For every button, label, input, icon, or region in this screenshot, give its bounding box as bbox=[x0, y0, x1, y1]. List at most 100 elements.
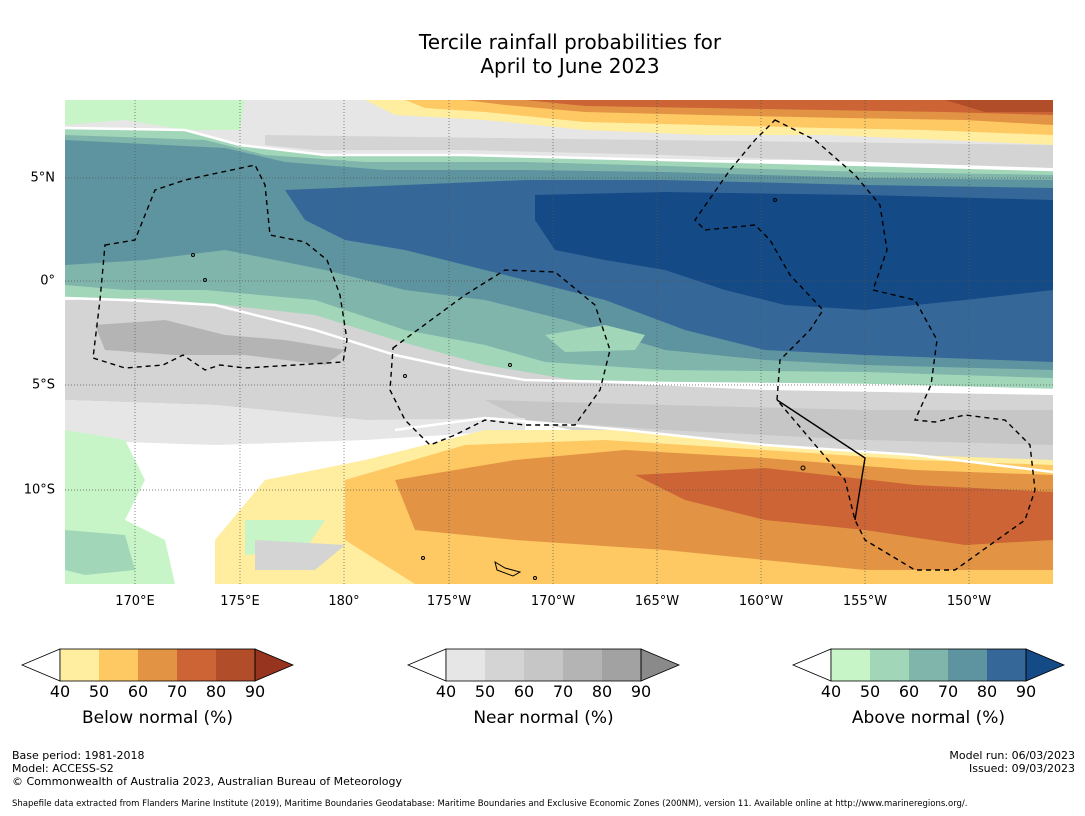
x-tick: 150°W bbox=[946, 594, 992, 609]
colorbar-tick: 40 bbox=[820, 682, 842, 701]
colorbar-tick: 40 bbox=[435, 682, 457, 701]
colorbar-near-normal: 40 50 60 70 80 90 Near normal (%) bbox=[406, 648, 681, 728]
chart-title: Tercile rainfall probabilities for April… bbox=[0, 30, 1085, 78]
colorbar-swatch bbox=[524, 649, 563, 681]
colorbar-swatch bbox=[987, 649, 1026, 681]
y-tick: 0° bbox=[40, 273, 55, 289]
colorbar-swatch bbox=[406, 648, 447, 682]
colorbar-swatch bbox=[1025, 648, 1066, 682]
colorbar-tick: 90 bbox=[1015, 682, 1037, 701]
island bbox=[203, 278, 207, 282]
colorbar-swatches bbox=[406, 648, 681, 682]
x-tick: 170°E bbox=[115, 594, 155, 609]
footer-right: Model run: 06/03/2023 Issued: 09/03/2023 bbox=[949, 749, 1075, 775]
colorbar-label: Near normal (%) bbox=[473, 708, 614, 728]
eez-phoenix bbox=[389, 269, 611, 446]
island bbox=[508, 363, 512, 367]
south-darker-grey-patch bbox=[95, 320, 345, 365]
colorbar-swatch bbox=[485, 649, 524, 681]
north-darkred-patch bbox=[945, 100, 1053, 112]
colorbar-tick: 90 bbox=[630, 682, 652, 701]
y-tick: 10°S bbox=[23, 482, 55, 498]
model-name: Model: ACCESS-S2 bbox=[12, 762, 114, 775]
model-run-date: Model run: 06/03/2023 bbox=[949, 749, 1075, 762]
colorbar-swatch bbox=[177, 649, 216, 681]
footer-left: Base period: 1981-2018 Model: ACCESS-S2 … bbox=[12, 749, 402, 788]
colorbar-swatch bbox=[870, 649, 909, 681]
colorbar-swatch bbox=[60, 649, 99, 681]
island bbox=[494, 560, 522, 577]
island bbox=[191, 253, 195, 257]
north-grey-strip bbox=[265, 135, 1053, 168]
y-tick: 5°S bbox=[31, 377, 55, 393]
south-light-grey bbox=[65, 400, 525, 445]
colorbar-swatch bbox=[138, 649, 177, 681]
boundary-line-south bbox=[65, 296, 1053, 392]
colorbar-swatch bbox=[640, 648, 681, 682]
x-tick: 155°W bbox=[842, 594, 888, 609]
island bbox=[773, 198, 777, 202]
x-tick: 175°W bbox=[426, 594, 472, 609]
islands bbox=[191, 198, 806, 580]
boundary-line-south-2 bbox=[394, 416, 1053, 474]
issued-date: Issued: 09/03/2023 bbox=[968, 762, 1075, 775]
colorbar-tick: 50 bbox=[859, 682, 881, 701]
boundary-line-north bbox=[65, 126, 1053, 172]
eez-boundaries bbox=[92, 119, 1036, 571]
colorbar-above-normal: 40 50 60 70 80 90 Above normal (%) bbox=[791, 648, 1066, 728]
southwest-grey-patch bbox=[255, 540, 345, 570]
y-tick: 5°N bbox=[30, 170, 56, 186]
colorbar-swatch bbox=[99, 649, 138, 681]
colorbar-tick: 80 bbox=[205, 682, 227, 701]
colorbar-tick: 60 bbox=[127, 682, 149, 701]
eez-solid-line bbox=[776, 399, 866, 521]
colorbar-tick: 60 bbox=[513, 682, 535, 701]
colorbar-tick: 70 bbox=[166, 682, 188, 701]
colorbar-swatch bbox=[563, 649, 602, 681]
colorbar-tick: 70 bbox=[937, 682, 959, 701]
x-tick: 170°W bbox=[530, 594, 576, 609]
colorbar-swatches bbox=[20, 648, 295, 682]
colorbar-label: Below normal (%) bbox=[82, 708, 233, 728]
colorbar-swatch bbox=[831, 649, 870, 681]
x-tick: 160°W bbox=[738, 594, 784, 609]
colorbar-below-normal: 40 50 60 70 80 90 Below normal (%) bbox=[20, 648, 295, 728]
island bbox=[533, 576, 537, 580]
base-period: Base period: 1981-2018 bbox=[12, 749, 145, 762]
south-red-band bbox=[635, 468, 1053, 545]
equatorial-navy-core bbox=[535, 192, 1053, 310]
x-tick: 175°E bbox=[220, 594, 260, 609]
southwest-teal-patch bbox=[65, 530, 135, 575]
island bbox=[421, 556, 425, 560]
colorbar-tick: 80 bbox=[976, 682, 998, 701]
colorbar-swatch bbox=[948, 649, 987, 681]
colorbar-tick: 90 bbox=[244, 682, 266, 701]
colorbar-tick: 40 bbox=[49, 682, 71, 701]
rainfall-probability-map bbox=[65, 100, 1053, 584]
colorbar-label: Above normal (%) bbox=[851, 708, 1006, 728]
colorbar-swatch bbox=[20, 648, 61, 682]
eez-line-islands-north bbox=[694, 119, 1036, 571]
colorbar-swatch bbox=[216, 649, 255, 681]
south-grey-lower bbox=[485, 400, 1053, 445]
north-green-patch bbox=[65, 100, 245, 130]
colorbar-swatch bbox=[446, 649, 485, 681]
island bbox=[800, 465, 806, 471]
colorbar-swatch bbox=[254, 648, 295, 682]
copyright: © Commonwealth of Australia 2023, Austra… bbox=[12, 775, 402, 788]
title-line-2: April to June 2023 bbox=[480, 54, 660, 78]
eez-kiribati-gilbert bbox=[92, 164, 348, 371]
colorbar-swatch bbox=[602, 649, 641, 681]
colorbar-tick: 60 bbox=[898, 682, 920, 701]
green-patch-south bbox=[545, 325, 645, 352]
x-tick: 180° bbox=[328, 594, 360, 609]
colorbar-tick: 80 bbox=[591, 682, 613, 701]
x-tick: 165°W bbox=[634, 594, 680, 609]
colorbar-tick: 50 bbox=[88, 682, 110, 701]
title-line-1: Tercile rainfall probabilities for bbox=[418, 30, 722, 54]
south-dark-orange-band bbox=[395, 450, 1053, 570]
colorbar-tick: 70 bbox=[552, 682, 574, 701]
colorbar-swatches bbox=[791, 648, 1066, 682]
colorbar-swatch bbox=[909, 649, 948, 681]
island bbox=[403, 374, 407, 378]
